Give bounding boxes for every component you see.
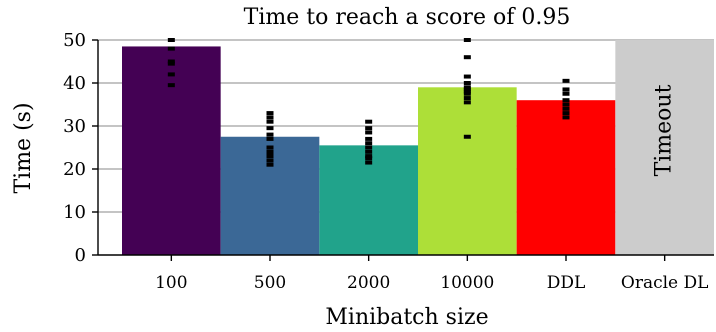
data-point xyxy=(463,38,471,42)
y-tick-label: 50 xyxy=(63,30,86,51)
x-tick-label: 2000 xyxy=(347,273,390,293)
chart-title: Time to reach a score of 0.95 xyxy=(244,5,571,30)
data-point xyxy=(463,96,471,101)
x-axis-label: Minibatch size xyxy=(325,305,488,330)
data-point xyxy=(266,126,274,131)
data-point xyxy=(463,100,471,105)
y-tick-label: 0 xyxy=(75,245,86,266)
x-ticks: 100 500 2000 10000 DDL Oracle DL xyxy=(155,255,708,293)
data-point xyxy=(562,98,570,103)
timeout-annotation: Timeout xyxy=(652,84,677,176)
data-point xyxy=(562,87,570,92)
data-point xyxy=(365,160,373,165)
data-point xyxy=(365,130,373,135)
y-tick-label: 10 xyxy=(63,202,86,223)
data-point xyxy=(167,38,175,42)
x-tick-label: 10000 xyxy=(440,273,494,293)
data-point xyxy=(266,154,274,159)
data-point xyxy=(463,91,471,96)
data-point xyxy=(167,59,175,64)
bar xyxy=(418,87,517,255)
data-point xyxy=(463,85,471,90)
data-point xyxy=(463,89,471,94)
data-point xyxy=(167,46,175,51)
data-point xyxy=(266,119,274,124)
data-point xyxy=(167,72,175,77)
data-point xyxy=(167,61,175,66)
data-point xyxy=(266,111,274,116)
scatter-points xyxy=(167,38,570,167)
data-point xyxy=(167,83,175,88)
data-point xyxy=(365,141,373,146)
data-point xyxy=(562,111,570,116)
data-point xyxy=(266,149,274,154)
x-tick-label: Oracle DL xyxy=(621,273,709,293)
y-tick-label: 20 xyxy=(63,159,86,180)
data-point xyxy=(266,162,274,167)
y-ticks: 0 10 20 30 40 50 xyxy=(63,30,98,266)
x-tick-label: 100 xyxy=(155,273,187,293)
annotations: Timeout xyxy=(652,84,677,176)
data-point xyxy=(266,145,274,150)
data-point xyxy=(365,149,373,154)
data-point xyxy=(266,136,274,141)
data-point xyxy=(365,136,373,141)
x-tick-label: DDL xyxy=(547,273,586,293)
data-point xyxy=(562,91,570,96)
data-point xyxy=(266,151,274,156)
data-point xyxy=(463,74,471,79)
y-tick-label: 40 xyxy=(63,73,86,94)
data-point xyxy=(562,102,570,107)
data-point xyxy=(266,132,274,137)
data-point xyxy=(463,134,471,139)
data-point xyxy=(562,78,570,83)
data-point xyxy=(365,126,373,131)
data-point xyxy=(463,87,471,92)
data-point xyxy=(562,106,570,111)
data-point xyxy=(266,158,274,163)
bar xyxy=(122,46,221,256)
data-point xyxy=(365,156,373,161)
data-point xyxy=(365,145,373,150)
x-tick-label: 500 xyxy=(254,273,286,293)
data-point xyxy=(365,119,373,124)
bar xyxy=(516,100,616,255)
data-point xyxy=(365,154,373,159)
data-point xyxy=(562,115,570,120)
bars xyxy=(122,40,714,256)
y-tick-label: 30 xyxy=(63,116,86,137)
data-point xyxy=(463,81,471,85)
y-axis-label: Time (s) xyxy=(11,102,36,193)
axes xyxy=(97,40,714,256)
bar xyxy=(615,40,714,255)
data-point xyxy=(463,55,471,60)
data-point xyxy=(266,115,274,120)
